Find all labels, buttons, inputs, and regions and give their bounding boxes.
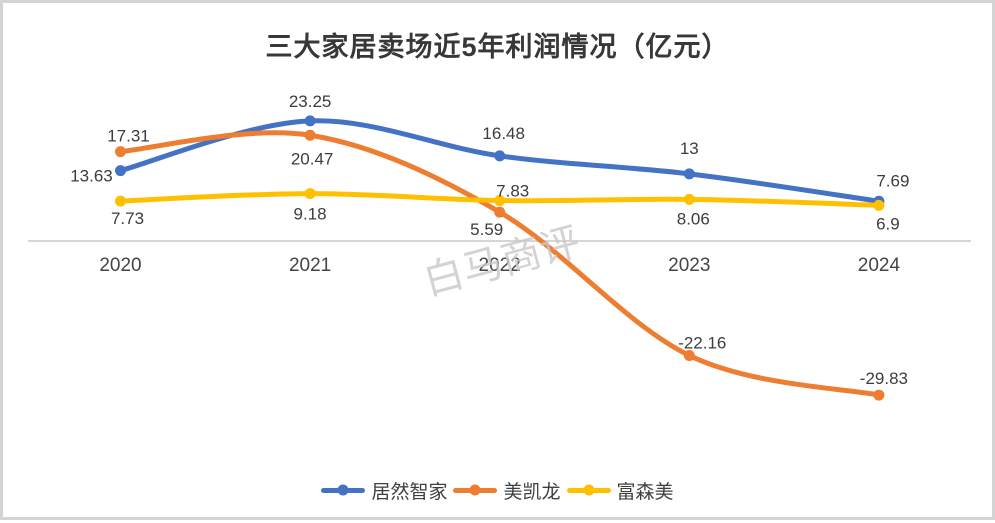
legend-label: 居然智家 bbox=[371, 481, 448, 503]
data-point-marker bbox=[683, 193, 695, 205]
line-chart-plot-area: 2020 2021 2022 2023 2024 13.63 23.25 16.48 13 7.6… bbox=[28, 92, 971, 401]
data-point-marker bbox=[115, 146, 126, 158]
x-axis-label: 2022 bbox=[479, 255, 521, 276]
data-point-marker bbox=[304, 115, 316, 127]
data-point-marker bbox=[304, 188, 316, 200]
data-label: 17.31 bbox=[107, 127, 150, 146]
legend-label: 美凯龙 bbox=[503, 481, 561, 503]
data-point-marker bbox=[304, 129, 316, 141]
data-point-marker bbox=[683, 168, 695, 180]
data-point-marker bbox=[873, 389, 885, 401]
legend-item-1: 美凯龙 bbox=[453, 477, 561, 504]
data-label: 23.25 bbox=[289, 92, 332, 111]
legend-line-swatch bbox=[453, 484, 498, 496]
legend-line-swatch bbox=[566, 484, 611, 496]
legend-marker-dot bbox=[337, 484, 349, 496]
data-point-marker bbox=[115, 195, 126, 207]
data-label: 16.48 bbox=[482, 124, 525, 143]
data-label: 9.18 bbox=[294, 205, 327, 224]
data-label: 13.63 bbox=[70, 167, 113, 186]
chart-legend: 居然智家 美凯龙 富森美 bbox=[3, 477, 992, 503]
data-label: 7.73 bbox=[111, 209, 144, 228]
data-label: 5.59 bbox=[470, 220, 503, 239]
x-axis-label: 2023 bbox=[668, 255, 710, 276]
legend-item-2: 富森美 bbox=[566, 477, 674, 504]
x-axis-label: 2020 bbox=[99, 255, 141, 276]
chart-title: 三大家居卖场近5年利润情况（亿元） bbox=[265, 32, 730, 62]
data-point-marker bbox=[494, 195, 506, 207]
data-label: -29.83 bbox=[860, 369, 908, 388]
data-point-marker bbox=[494, 150, 506, 162]
data-point-marker bbox=[494, 206, 506, 218]
legend-marker-dot bbox=[583, 484, 594, 496]
legend-label: 富森美 bbox=[616, 481, 674, 503]
data-label: 7.83 bbox=[496, 182, 529, 201]
data-point-marker bbox=[115, 165, 126, 177]
data-label: 13 bbox=[680, 139, 699, 158]
legend-line-swatch bbox=[321, 484, 366, 496]
data-label: 6.9 bbox=[876, 214, 900, 233]
legend-item-0: 居然智家 bbox=[321, 477, 447, 504]
data-label: 7.69 bbox=[876, 171, 909, 190]
data-label: 20.47 bbox=[291, 149, 334, 168]
data-point-marker bbox=[873, 199, 885, 211]
data-label: 8.06 bbox=[677, 209, 710, 228]
data-point-marker bbox=[683, 349, 695, 361]
x-axis-label: 2024 bbox=[858, 255, 901, 276]
data-label: -22.16 bbox=[678, 333, 726, 352]
legend-marker-dot bbox=[469, 484, 481, 496]
x-axis-label: 2021 bbox=[289, 255, 331, 276]
